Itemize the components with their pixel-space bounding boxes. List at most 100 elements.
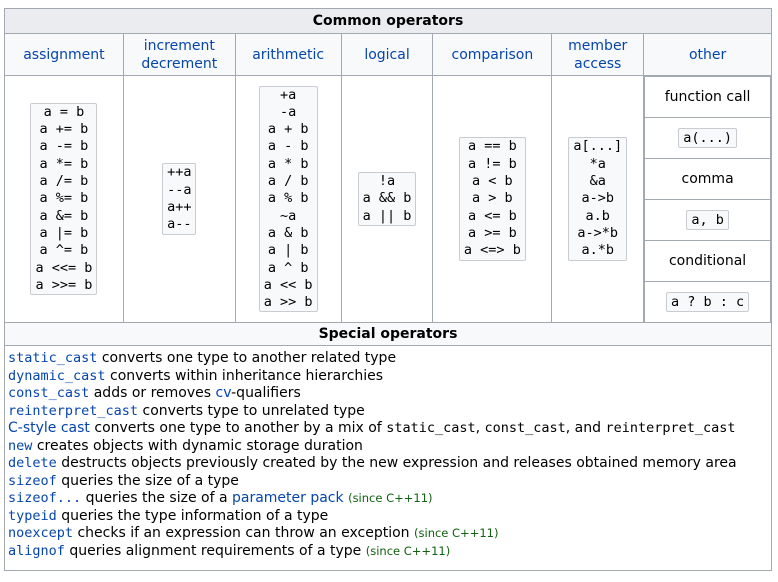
header-label[interactable]: member: [568, 37, 628, 54]
other-row: a, b: [644, 199, 771, 241]
operator-expression[interactable]: a -= b: [39, 138, 89, 155]
operator-expression[interactable]: a->*b: [577, 224, 619, 241]
operator-expression[interactable]: a == b: [467, 138, 517, 155]
special-operator-line: C-style cast converts one type to anothe…: [8, 420, 768, 438]
operator-expression[interactable]: a ^ b: [267, 259, 309, 276]
special-operators-title: Special operators: [4, 322, 772, 346]
operator-expression[interactable]: a(...): [678, 128, 737, 148]
operator-expression[interactable]: a->b: [581, 190, 614, 207]
operator-expression[interactable]: a.b: [585, 207, 610, 224]
operator-keyword-link[interactable]: sizeof: [8, 472, 57, 489]
operator-keyword-link[interactable]: delete: [8, 455, 57, 471]
operator-expression[interactable]: -a: [280, 103, 297, 120]
wiki-link[interactable]: C-style cast: [8, 420, 90, 436]
operator-keyword-link[interactable]: dynamic_cast: [8, 367, 106, 384]
operator-expression[interactable]: a--: [167, 216, 192, 233]
header-label[interactable]: decrement: [141, 55, 218, 72]
operator-expression[interactable]: +a: [280, 86, 297, 103]
header-label[interactable]: arithmetic: [252, 46, 325, 63]
other-row: a ? b : c: [644, 281, 771, 322]
special-operator-line: delete destructs objects previously crea…: [8, 455, 768, 473]
wiki-link[interactable]: parameter pack: [231, 490, 344, 506]
operator-expression[interactable]: a >> b: [263, 294, 313, 311]
operator-keyword-link[interactable]: new: [8, 437, 33, 454]
operator-expression[interactable]: a * b: [267, 155, 309, 172]
operator-expression[interactable]: a << b: [263, 276, 313, 293]
operator-name[interactable]: comma: [681, 171, 734, 187]
operator-expression[interactable]: *a: [589, 155, 606, 172]
operator-expression[interactable]: a - b: [267, 138, 309, 155]
operator-expression[interactable]: a &= b: [39, 207, 89, 224]
operator-expression[interactable]: a /= b: [39, 173, 89, 190]
operator-expression[interactable]: a.*b: [581, 242, 614, 259]
since-badge: (since C++11): [348, 491, 433, 505]
operator-expression[interactable]: a <<= b: [35, 259, 93, 276]
operator-expression[interactable]: a / b: [267, 173, 309, 190]
operator-expression[interactable]: a += b: [39, 121, 89, 138]
operator-expression[interactable]: a++: [167, 199, 192, 215]
operator-keyword-link[interactable]: static_cast: [8, 350, 98, 366]
operator-expression[interactable]: a < b: [472, 173, 513, 190]
operator-expression[interactable]: a ? b : c: [666, 292, 750, 312]
since-badge: (since C++11): [414, 526, 499, 540]
operator-expression[interactable]: a <= b: [467, 207, 517, 224]
description-text: queries the size of a type: [56, 472, 239, 489]
special-operator-line: dynamic_cast converts within inheritance…: [8, 368, 768, 386]
operator-keyword-link[interactable]: typeid: [8, 507, 57, 524]
operator-keyword-link[interactable]: noexcept: [8, 525, 74, 541]
operator-expression[interactable]: a *= b: [39, 155, 89, 172]
operator-expression[interactable]: ++a: [167, 164, 192, 181]
operator-keyword-link[interactable]: reinterpret_cast: [8, 402, 139, 419]
header-logical[interactable]: logical: [340, 33, 434, 76]
operator-name[interactable]: conditional: [668, 253, 747, 269]
header-member-access[interactable]: member access: [551, 33, 645, 76]
operator-expression[interactable]: a >= b: [467, 224, 517, 241]
header-arithmetic[interactable]: arithmetic: [234, 33, 342, 76]
operator-name[interactable]: function call: [664, 89, 751, 105]
operator-expression[interactable]: a ^= b: [39, 242, 89, 259]
operator-expression[interactable]: a | b: [267, 242, 309, 259]
header-label[interactable]: assignment: [23, 46, 105, 63]
header-increment-decrement[interactable]: increment decrement: [122, 33, 236, 76]
header-comparison[interactable]: comparison: [432, 33, 553, 76]
operator-expression[interactable]: a[...]: [573, 138, 623, 155]
operator-expression[interactable]: ~a: [280, 207, 297, 224]
operator-expression[interactable]: a <=> b: [463, 242, 521, 259]
operator-expression[interactable]: a || b: [362, 207, 412, 224]
description-text: converts within inheritance hierarchies: [105, 367, 384, 384]
special-operator-line: sizeof... queries the size of a paramete…: [8, 490, 768, 508]
operator-keyword-link[interactable]: const_cast: [8, 385, 90, 401]
operator-expression[interactable]: a %= b: [39, 190, 89, 207]
header-label[interactable]: other: [688, 46, 727, 63]
operator-expression[interactable]: a |= b: [39, 224, 89, 241]
header-label[interactable]: logical: [364, 46, 410, 63]
header-label[interactable]: comparison: [451, 46, 534, 63]
description-text: queries the size of a: [81, 490, 232, 506]
description-text: adds or removes: [89, 385, 216, 401]
operator-expression[interactable]: a = b: [43, 103, 85, 120]
other-row: a(...): [644, 117, 771, 159]
operator-expression[interactable]: --a: [167, 181, 192, 198]
operator-expression[interactable]: a + b: [267, 121, 309, 138]
operator-expression[interactable]: a > b: [472, 190, 513, 207]
wiki-link[interactable]: cv: [215, 385, 232, 401]
header-label[interactable]: increment: [143, 37, 215, 54]
header-assignment[interactable]: assignment: [4, 33, 124, 76]
operator-expression[interactable]: a && b: [362, 190, 412, 207]
operator-expression[interactable]: a, b: [686, 210, 729, 230]
operator-expression[interactable]: a != b: [467, 155, 517, 172]
operator-keyword-link[interactable]: alignof: [8, 542, 65, 559]
special-operator-line: typeid queries the type information of a…: [8, 508, 768, 526]
operator-expression[interactable]: a >>= b: [35, 276, 93, 293]
operator-keyword-link[interactable]: sizeof...: [8, 490, 82, 506]
header-other[interactable]: other: [643, 33, 772, 76]
operator-expression[interactable]: !a: [378, 173, 396, 190]
operator-expression[interactable]: a % b: [267, 190, 309, 207]
operator-expression[interactable]: a & b: [267, 224, 309, 241]
operator-expression[interactable]: &a: [589, 173, 606, 190]
header-label[interactable]: access: [574, 55, 622, 72]
